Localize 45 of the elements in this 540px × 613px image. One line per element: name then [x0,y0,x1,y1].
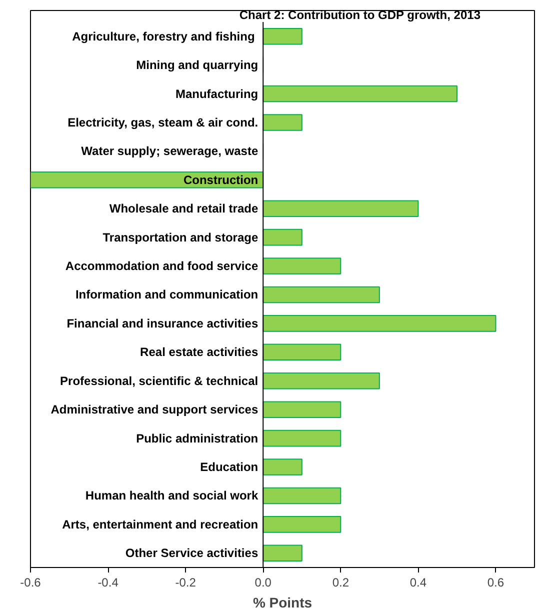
y-tick-label: Electricity, gas, steam & air cond. [68,115,258,130]
bar [262,344,342,361]
chart-title: Chart 2: Contribution to GDP growth, 2013 [239,8,481,22]
x-axis-title: % Points [252,594,312,610]
x-tick-label: 0.6 [487,576,504,590]
bar [262,228,302,246]
y-tick-label: Professional, scientific & technical [60,374,258,388]
bar [262,430,342,447]
y-tick-label: Wholesale and retail trade [109,202,258,216]
y-tick-label: Administrative and support services [50,402,258,417]
bar [30,172,264,188]
y-tick-label: Transportation and storage [102,230,258,244]
y-tick-label: Other Service activities [125,546,258,560]
bar [262,286,380,304]
y-tick-label: Construction [183,172,258,187]
x-tick-label: 0.4 [410,576,427,590]
bar [262,85,458,102]
x-tick-label: 0.0 [254,576,272,590]
bar [262,487,342,504]
y-tick-label: Mining and quarrying [136,58,258,72]
y-tick-label: Water supply; sewerage, waste [81,144,258,158]
y-tick-label: Financial and insurance activities [66,316,258,330]
bar [262,544,302,562]
y-tick-label: Human health and social work [85,488,258,503]
x-tick-label: -0.6 [20,576,42,590]
bar [262,372,380,390]
bar [262,28,302,45]
bar [262,114,302,131]
y-tick-label: Public administration [136,431,258,446]
y-tick-label: Arts, entertainment and recreation [62,517,258,532]
y-tick-label: Education [200,460,258,474]
bar [262,458,302,476]
y-tick-label: Accommodation and food service [65,259,258,274]
x-tick-label: -0.2 [175,576,196,590]
x-tick-label: -0.4 [98,576,119,590]
bar [262,200,419,218]
bar [262,315,496,332]
bar [262,516,342,533]
y-tick-label: Manufacturing [175,86,258,101]
x-tick-label: 0.2 [332,576,350,590]
y-tick-label: Real estate activities [140,345,258,360]
y-tick-label: Agriculture, forestry and fishing [72,29,255,44]
y-tick-label: Information and communication [75,288,258,302]
bar [262,401,342,418]
bar [262,258,342,274]
